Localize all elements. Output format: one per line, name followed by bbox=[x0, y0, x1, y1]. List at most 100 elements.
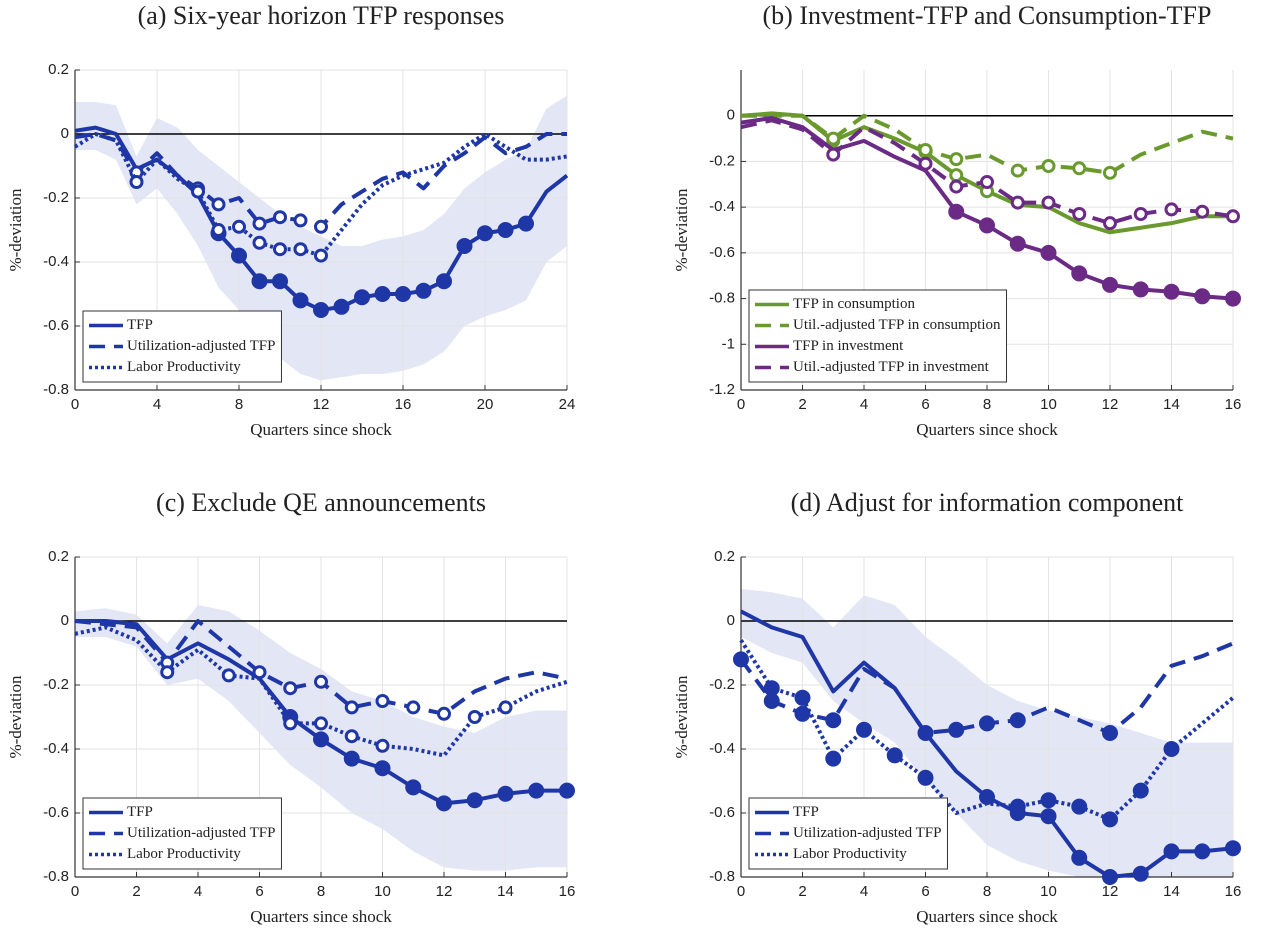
point-marker bbox=[518, 215, 534, 232]
x-tick-label: 2 bbox=[132, 883, 140, 900]
y-axis-label: %-deviation bbox=[6, 675, 25, 759]
point-marker bbox=[252, 665, 267, 680]
point-marker bbox=[273, 210, 287, 225]
legend-label: Utilization-adjusted TFP bbox=[127, 338, 275, 354]
x-tick-label: 10 bbox=[374, 883, 391, 900]
point-marker bbox=[1226, 209, 1240, 224]
point-marker bbox=[283, 681, 298, 696]
point-marker bbox=[252, 216, 267, 231]
point-marker bbox=[826, 131, 841, 146]
point-marker bbox=[1041, 159, 1056, 173]
legend-label: Labor Productivity bbox=[127, 846, 241, 862]
point-marker bbox=[232, 219, 246, 234]
y-tick-label: -0.6 bbox=[43, 804, 69, 821]
point-marker bbox=[252, 235, 267, 250]
point-marker bbox=[1071, 798, 1088, 815]
y-tick-label: 0 bbox=[727, 612, 735, 629]
point-marker bbox=[1133, 207, 1148, 221]
y-tick-label: -1.2 bbox=[709, 381, 735, 398]
panel: (d) Adjust for information component Quar… bbox=[672, 488, 1241, 926]
y-tick-label: -0.4 bbox=[43, 740, 69, 757]
y-tick-label: 0 bbox=[727, 107, 735, 124]
point-marker bbox=[314, 716, 328, 731]
point-marker bbox=[313, 302, 329, 318]
point-marker bbox=[1009, 235, 1026, 252]
chart-title: (c) Exclude QE announcements bbox=[156, 488, 486, 517]
y-tick-label: -0.2 bbox=[709, 676, 735, 693]
point-marker bbox=[406, 700, 421, 715]
x-tick-label: 12 bbox=[1102, 396, 1119, 413]
point-marker bbox=[825, 712, 842, 729]
panel: (b) Investment-TFP and Consumption-TFP Qu… bbox=[672, 1, 1241, 439]
point-marker bbox=[293, 242, 308, 257]
point-marker bbox=[314, 674, 328, 689]
x-tick-label: 12 bbox=[313, 396, 330, 413]
x-tick-label: 24 bbox=[559, 396, 576, 413]
y-tick-label: -1 bbox=[722, 335, 735, 352]
x-tick-label: 14 bbox=[497, 883, 514, 900]
y-tick-label: 0 bbox=[61, 612, 69, 629]
point-marker bbox=[221, 668, 236, 683]
chart-title: (b) Investment-TFP and Consumption-TFP bbox=[763, 1, 1212, 30]
point-marker bbox=[733, 651, 749, 668]
x-tick-label: 4 bbox=[860, 396, 868, 413]
x-tick-label: 10 bbox=[1040, 396, 1057, 413]
legend: TFP Utilization-adjusted TFP Labor Product… bbox=[82, 310, 282, 383]
x-tick-label: 4 bbox=[153, 396, 161, 413]
point-marker bbox=[918, 156, 933, 171]
x-tick-label: 6 bbox=[255, 883, 263, 900]
x-tick-label: 8 bbox=[317, 883, 325, 900]
y-tick-label: 0.2 bbox=[714, 548, 735, 565]
point-marker bbox=[1010, 163, 1025, 178]
x-tick-label: 14 bbox=[1163, 883, 1180, 900]
point-marker bbox=[374, 286, 391, 302]
x-tick-label: 4 bbox=[194, 883, 202, 900]
legend-label: Labor Productivity bbox=[793, 846, 907, 862]
y-tick-label: -0.2 bbox=[43, 676, 69, 693]
point-marker bbox=[395, 286, 411, 302]
point-marker bbox=[1072, 161, 1087, 176]
y-tick-label: 0 bbox=[61, 125, 69, 142]
legend-label: Utilization-adjusted TFP bbox=[127, 825, 275, 841]
point-marker bbox=[886, 747, 903, 764]
point-marker bbox=[437, 706, 451, 721]
point-marker bbox=[374, 760, 391, 777]
point-marker bbox=[456, 238, 473, 254]
point-marker bbox=[917, 725, 934, 741]
point-marker bbox=[1041, 195, 1056, 210]
legend-label: TFP bbox=[793, 804, 819, 820]
point-marker bbox=[763, 693, 780, 709]
x-tick-label: 2 bbox=[798, 396, 806, 413]
point-marker bbox=[497, 785, 514, 802]
point-marker bbox=[314, 219, 328, 234]
panel: (a) Six-year horizon TFP responses Quarte… bbox=[6, 1, 575, 439]
point-marker bbox=[1009, 798, 1026, 815]
point-marker bbox=[467, 710, 482, 724]
legend-label: TFP in investment bbox=[793, 338, 904, 354]
y-tick-label: -0.8 bbox=[709, 290, 735, 307]
y-tick-label: -0.2 bbox=[709, 152, 735, 169]
x-axis-label: Quarters since shock bbox=[916, 420, 1058, 439]
point-marker bbox=[498, 700, 513, 715]
point-marker bbox=[1225, 290, 1241, 307]
x-tick-label: 0 bbox=[71, 883, 79, 900]
point-marker bbox=[497, 222, 514, 238]
legend: TFP Utilization-adjusted TFP Labor Product… bbox=[82, 797, 282, 870]
point-marker bbox=[979, 715, 995, 732]
legend: TFP in consumption Util.-adjusted TFP in … bbox=[748, 289, 1008, 383]
point-marker bbox=[354, 289, 370, 306]
panel: (c) Exclude QE announcements Quarters sin… bbox=[6, 488, 575, 926]
x-axis-label: Quarters since shock bbox=[916, 907, 1058, 926]
point-marker bbox=[1040, 808, 1057, 825]
point-marker bbox=[405, 779, 422, 796]
x-tick-label: 12 bbox=[1102, 883, 1119, 900]
legend-label: Labor Productivity bbox=[127, 359, 241, 375]
point-marker bbox=[333, 298, 350, 315]
point-marker bbox=[1040, 244, 1057, 261]
chart-title: (a) Six-year horizon TFP responses bbox=[138, 1, 505, 30]
y-tick-label: -0.4 bbox=[709, 198, 735, 215]
point-marker bbox=[1164, 202, 1179, 217]
point-marker bbox=[344, 700, 359, 715]
point-marker bbox=[344, 729, 359, 744]
